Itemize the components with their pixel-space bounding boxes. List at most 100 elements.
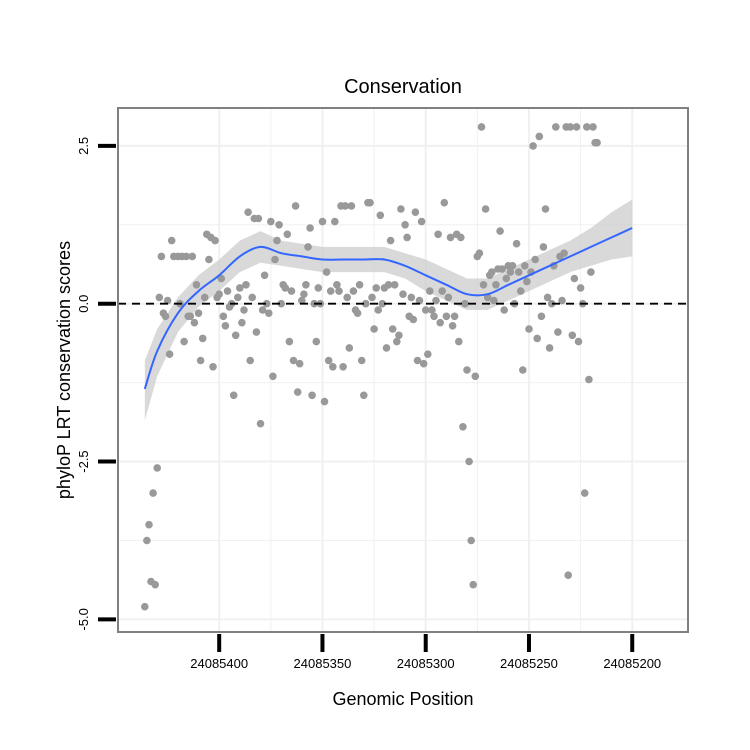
data-point	[488, 268, 496, 276]
data-point	[541, 205, 550, 213]
data-point	[434, 230, 442, 239]
data-point	[180, 337, 188, 346]
x-tick-label: 24085350	[294, 656, 352, 671]
data-point	[353, 309, 362, 318]
data-point	[411, 208, 420, 216]
data-point	[471, 372, 480, 381]
data-point	[552, 123, 560, 131]
data-point	[496, 227, 504, 235]
x-tick-label: 24085200	[603, 656, 661, 671]
data-point	[372, 284, 381, 292]
data-point	[502, 274, 511, 283]
data-point	[583, 123, 591, 131]
data-point	[291, 202, 300, 210]
data-point	[432, 296, 440, 305]
data-point	[314, 284, 323, 292]
data-point	[269, 372, 277, 381]
data-point	[492, 281, 500, 289]
data-point	[426, 287, 434, 295]
data-point	[215, 290, 223, 299]
data-point	[481, 205, 490, 213]
data-point	[539, 243, 548, 251]
x-tick-label: 24085300	[397, 656, 455, 671]
data-point	[448, 322, 457, 330]
data-point	[331, 217, 339, 226]
data-point	[440, 198, 449, 207]
data-point	[161, 312, 170, 321]
data-point	[572, 123, 581, 131]
y-axis-ticks: -5.0 -2.5 0.0 2.5	[76, 137, 116, 631]
data-point	[186, 312, 195, 321]
data-point	[580, 489, 589, 497]
data-point	[388, 325, 397, 333]
data-point	[312, 337, 321, 346]
data-point	[141, 602, 149, 611]
data-point	[459, 423, 467, 431]
data-point	[479, 281, 488, 289]
data-point	[219, 312, 228, 321]
data-point	[477, 123, 486, 131]
data-point	[295, 359, 304, 368]
data-point	[560, 249, 568, 257]
data-point	[585, 375, 593, 384]
data-point	[525, 325, 533, 333]
data-point	[436, 318, 445, 327]
data-point	[370, 325, 378, 333]
data-point	[576, 284, 585, 292]
data-point	[399, 290, 407, 299]
data-point	[289, 356, 298, 365]
data-point	[256, 419, 265, 428]
data-point	[302, 281, 310, 289]
data-point	[326, 287, 335, 295]
data-point	[149, 489, 157, 497]
data-point	[589, 123, 597, 131]
data-point	[545, 344, 554, 352]
x-tick-label: 24085400	[190, 656, 248, 671]
y-tick-label: -5.0	[76, 608, 91, 630]
data-point	[521, 262, 529, 270]
data-point	[196, 356, 205, 365]
data-point	[260, 271, 269, 280]
data-point	[246, 356, 254, 365]
data-point	[386, 236, 395, 245]
data-point	[506, 268, 515, 276]
data-point	[304, 243, 312, 251]
data-point	[145, 520, 153, 529]
data-point	[238, 318, 246, 327]
data-point	[306, 224, 314, 232]
data-point	[355, 281, 364, 289]
data-point	[413, 356, 422, 365]
data-point	[265, 309, 273, 318]
data-point	[500, 306, 509, 314]
data-point	[357, 356, 366, 365]
data-point	[457, 233, 465, 242]
data-point	[182, 252, 190, 261]
data-point	[384, 281, 393, 289]
data-point	[490, 296, 498, 305]
data-point	[335, 287, 343, 295]
data-point	[221, 322, 230, 330]
data-point	[508, 262, 517, 270]
data-point	[390, 281, 399, 289]
data-point	[574, 337, 583, 346]
data-point	[200, 293, 209, 302]
data-point	[254, 214, 263, 223]
data-point	[298, 296, 306, 305]
data-point	[155, 293, 164, 302]
data-point	[455, 337, 463, 346]
data-point	[192, 281, 201, 289]
data-point	[329, 363, 337, 371]
data-point	[523, 277, 531, 286]
data-point	[547, 299, 556, 308]
data-point	[368, 293, 376, 302]
data-point	[564, 571, 572, 579]
confidence-band	[144, 199, 633, 421]
data-point	[209, 363, 217, 371]
data-point	[428, 306, 436, 314]
data-point	[407, 293, 416, 302]
data-point	[382, 344, 391, 352]
data-point	[469, 580, 478, 589]
data-point	[271, 255, 279, 264]
data-point	[157, 252, 166, 261]
